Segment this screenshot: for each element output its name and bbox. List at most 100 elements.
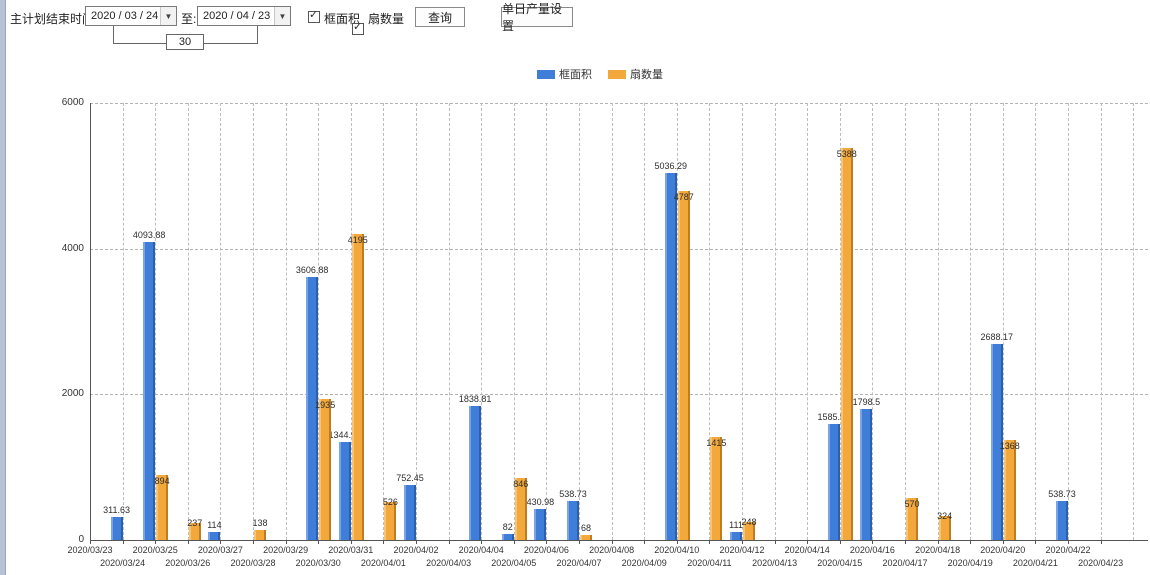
date-from-select[interactable]: 2020 / 03 / 24 ▼ [85, 6, 177, 26]
x-axis-tick-label: 2020/04/11 [687, 558, 732, 568]
x-axis-tick [970, 540, 972, 544]
x-axis-tick-label: 2020/04/03 [426, 558, 472, 568]
x-gridline [546, 103, 548, 540]
x-gridline [709, 103, 711, 540]
x-gridline [905, 103, 906, 540]
bar-sash-count [514, 478, 527, 540]
x-axis-tick-label: 2020/03/26 [165, 558, 211, 568]
x-axis-tick-label: 2020/04/04 [458, 545, 504, 555]
query-button[interactable]: 查询 [415, 7, 465, 27]
chevron-down-icon[interactable]: ▼ [160, 7, 176, 25]
x-axis-tick-label: 2020/03/27 [197, 545, 243, 555]
frame-area-checkbox-label[interactable]: 框面积 [324, 12, 361, 26]
y-axis-tick-label: 6000 [61, 97, 84, 108]
x-gridline [253, 103, 254, 540]
x-axis-tick-label: 2020/04/17 [882, 558, 928, 568]
left-panel-edge [0, 0, 6, 575]
date-to-select[interactable]: 2020 / 04 / 23 ▼ [197, 6, 291, 26]
x-axis-tick [1035, 540, 1037, 544]
x-axis-tick [709, 540, 711, 544]
x-gridline [416, 103, 417, 540]
bar-frame-area [664, 173, 677, 540]
bar-sash-count [156, 474, 169, 540]
x-axis-tick [448, 540, 450, 544]
x-axis-tick [220, 540, 222, 544]
bar-sash-count [677, 191, 690, 540]
bar-value-label: 538.73 [1048, 488, 1076, 499]
bar-value-label: 894 [154, 475, 170, 486]
bar-value-label: 5036.29 [654, 161, 688, 172]
bar-value-label: 311.63 [103, 505, 131, 516]
to-label: 至: [181, 12, 197, 26]
x-axis-tick-label: 2020/04/02 [393, 545, 439, 555]
x-axis-tick [513, 540, 515, 544]
x-axis-tick-label: 2020/03/23 [67, 545, 113, 555]
bar-value-label: 237 [187, 517, 203, 528]
x-axis-tick-label: 2020/04/16 [849, 545, 895, 555]
x-axis-tick [285, 540, 287, 544]
x-axis-tick [807, 540, 809, 544]
bar-value-label: 248 [741, 516, 757, 527]
x-gridline [122, 103, 124, 540]
bar-sash-count [351, 234, 364, 540]
bar-value-label: 1798.5 [852, 397, 881, 407]
bar-frame-area [567, 500, 579, 540]
x-axis-tick [839, 540, 841, 544]
bar-value-label: 1415 [706, 437, 727, 448]
x-axis-tick [872, 540, 874, 544]
x-axis-tick [1100, 540, 1102, 544]
x-axis-tick-label: 2020/03/29 [263, 545, 309, 555]
x-gridline [481, 103, 483, 540]
x-axis-tick [481, 540, 483, 544]
x-axis-tick-label: 2020/04/13 [752, 558, 798, 568]
x-gridline [839, 103, 841, 540]
bar-frame-area [143, 241, 156, 540]
bar-sash-count [840, 147, 853, 540]
bar-value-label: 1585.96 [817, 412, 851, 423]
frame-area-checkbox[interactable]: ✓ [308, 9, 320, 23]
x-gridline [513, 103, 515, 540]
y-gridline [90, 394, 1148, 396]
chevron-down-icon[interactable]: ▼ [274, 7, 290, 25]
x-axis-tick [905, 540, 906, 544]
bar-value-label: 1838.81 [458, 394, 492, 405]
legend-swatch-blue [537, 69, 555, 79]
x-gridline [644, 103, 646, 540]
x-axis-tick-label: 2020/04/14 [784, 545, 830, 555]
bar-frame-area [860, 409, 873, 540]
x-axis-tick [416, 540, 417, 544]
x-gridline [1035, 103, 1037, 540]
x-axis-tick [187, 540, 189, 544]
bar-value-label: 4195 [347, 235, 368, 246]
sash-count-checkbox-label[interactable]: 扇数量 [368, 12, 405, 26]
x-gridline [937, 103, 939, 540]
x-axis-tick-label: 2020/03/28 [230, 558, 276, 568]
x-gridline [579, 103, 580, 540]
interval-days-input[interactable]: 30 [166, 34, 204, 50]
bar-sash-count [1003, 440, 1016, 540]
bar-sash-count [580, 535, 592, 540]
x-axis-tick [122, 540, 124, 544]
x-axis-tick [155, 540, 157, 544]
x-axis-tick-label: 2020/04/10 [654, 545, 700, 555]
bar-value-label: 5388 [836, 148, 857, 159]
bar-value-label: 570 [904, 499, 920, 510]
x-gridline [611, 103, 613, 540]
x-axis-tick-label: 2020/03/24 [100, 558, 146, 568]
x-gridline [742, 103, 743, 540]
bar-value-label: 846 [513, 479, 529, 490]
x-axis-tick-label: 2020/04/18 [915, 545, 961, 555]
x-axis-tick [383, 540, 385, 544]
x-gridline [220, 103, 222, 540]
legend-label: 框面积 [559, 69, 592, 81]
x-gridline [350, 103, 352, 540]
x-gridline [774, 103, 776, 540]
bar-value-label: 68 [580, 523, 591, 534]
x-gridline [872, 103, 874, 540]
x-gridline [1100, 103, 1102, 540]
sash-count-checkbox[interactable]: ✓ [352, 21, 364, 35]
x-gridline [285, 103, 287, 540]
x-axis-tick-label: 2020/03/25 [132, 545, 178, 555]
bar-sash-count [188, 522, 201, 540]
x-axis-tick-label: 2020/04/08 [589, 545, 635, 555]
